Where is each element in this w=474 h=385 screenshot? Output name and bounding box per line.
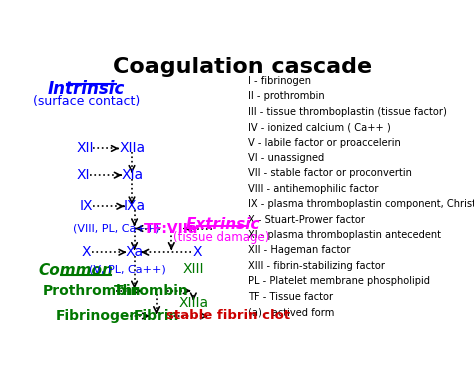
- Text: IX: IX: [80, 199, 93, 213]
- Text: XI - plasma thromboplastin antecedent: XI - plasma thromboplastin antecedent: [248, 230, 441, 240]
- Text: VI - unassigned: VI - unassigned: [248, 153, 325, 163]
- Text: IX - plasma thromboplastin component, Christmas factor: IX - plasma thromboplastin component, Ch…: [248, 199, 474, 209]
- Text: XII - Hageman factor: XII - Hageman factor: [248, 245, 351, 255]
- Text: (VIII, PL, Ca++): (VIII, PL, Ca++): [73, 224, 159, 234]
- Text: Prothrombin: Prothrombin: [43, 284, 142, 298]
- Text: Thrombin: Thrombin: [114, 284, 189, 298]
- Text: VII - stable factor or proconvertin: VII - stable factor or proconvertin: [248, 168, 412, 178]
- Text: XI: XI: [76, 168, 90, 182]
- Text: V - labile factor or proaccelerin: V - labile factor or proaccelerin: [248, 137, 401, 147]
- Text: IV - ionized calcium ( Ca++ ): IV - ionized calcium ( Ca++ ): [248, 122, 391, 132]
- Text: Intrinsic: Intrinsic: [48, 80, 126, 98]
- Text: Xa: Xa: [126, 245, 144, 259]
- Text: XIa: XIa: [122, 168, 144, 182]
- Text: X - Stuart-Prower factor: X - Stuart-Prower factor: [248, 214, 365, 224]
- Text: Coagulation cascade: Coagulation cascade: [113, 57, 373, 77]
- Text: X: X: [82, 245, 91, 259]
- Text: TF - Tissue factor: TF - Tissue factor: [248, 292, 334, 302]
- Text: XIIIa: XIIIa: [178, 296, 209, 310]
- Text: XIIa: XIIa: [119, 141, 146, 156]
- Text: Fibrin: Fibrin: [134, 309, 179, 323]
- Text: II - prothrombin: II - prothrombin: [248, 91, 325, 101]
- Text: VIII - antihemophilic factor: VIII - antihemophilic factor: [248, 184, 379, 194]
- Text: (tissue damage): (tissue damage): [173, 231, 269, 244]
- Text: XIII - fibrin-stabilizing factor: XIII - fibrin-stabilizing factor: [248, 261, 385, 271]
- Text: (surface contact): (surface contact): [33, 95, 140, 108]
- Text: IXa: IXa: [124, 199, 146, 213]
- Text: III - tissue thromboplastin (tissue factor): III - tissue thromboplastin (tissue fact…: [248, 107, 447, 117]
- Text: (a) - actived form: (a) - actived form: [248, 307, 335, 317]
- Text: PL - Platelet membrane phospholipid: PL - Platelet membrane phospholipid: [248, 276, 430, 286]
- Text: Extrinsic: Extrinsic: [185, 217, 260, 231]
- Text: X: X: [192, 245, 202, 259]
- Text: Fibrinogen: Fibrinogen: [56, 309, 140, 323]
- Text: XIII: XIII: [182, 262, 204, 276]
- Text: stable fibrin clot: stable fibrin clot: [166, 310, 290, 323]
- Text: Common: Common: [38, 263, 113, 278]
- Text: XII: XII: [76, 141, 94, 156]
- Text: I - fibrinogen: I - fibrinogen: [248, 76, 311, 86]
- Text: TF:VIIa: TF:VIIa: [144, 221, 199, 236]
- Text: (V, PL, Ca++): (V, PL, Ca++): [89, 264, 165, 274]
